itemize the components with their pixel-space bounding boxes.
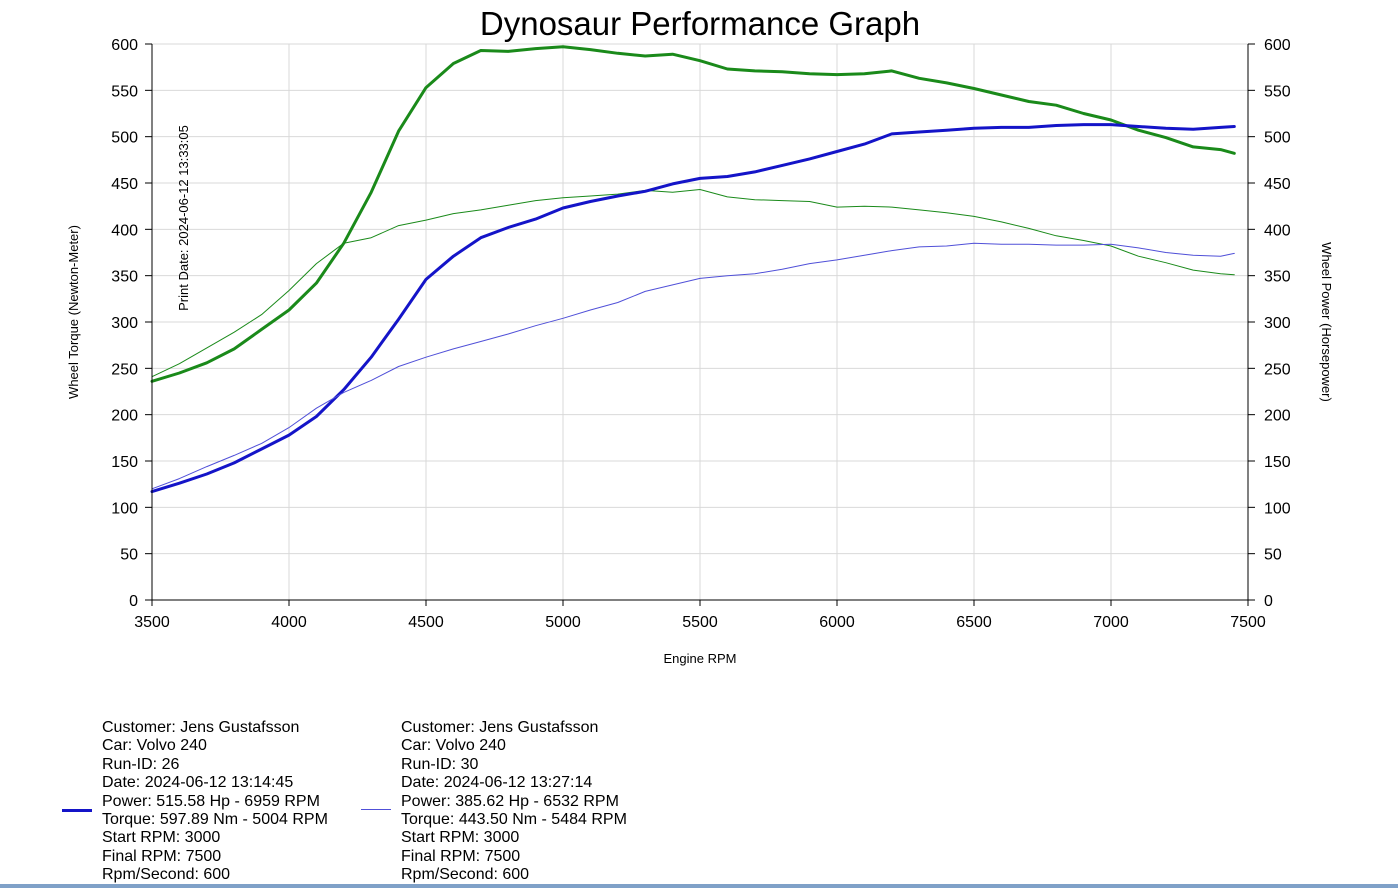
y-tick-label-left: 600 <box>111 37 138 54</box>
window-bottom-edge <box>0 884 1398 888</box>
legend-customer: Customer: Jens Gustafsson <box>102 719 300 736</box>
legend-final-rpm: Final RPM: 7500 <box>401 847 521 865</box>
x-tick-label: 7500 <box>1230 614 1266 631</box>
y-tick-label-left: 400 <box>111 222 138 239</box>
y-tick-label-right: 100 <box>1264 500 1291 517</box>
x-tick-label: 4000 <box>271 614 307 631</box>
x-tick-label: 5500 <box>682 614 718 631</box>
legend-start-rpm: Start RPM: 3000 <box>102 829 221 847</box>
x-tick-label: 6500 <box>956 614 992 631</box>
legend-run-30: Customer: Jens Gustafsson Car: Volvo 240… <box>361 719 627 885</box>
chart-title: Dynosaur Performance Graph <box>480 5 920 42</box>
legend-run-id: Run-ID: 26 <box>102 755 180 773</box>
legend-torque: Torque: 443.50 Nm - 5484 RPM <box>401 811 627 829</box>
y-tick-label-left: 200 <box>111 408 138 425</box>
y-tick-label-right: 350 <box>1264 269 1291 286</box>
x-axis-label: Engine RPM <box>664 651 737 666</box>
grid <box>151 43 1249 601</box>
y-tick-label-right: 400 <box>1264 222 1291 239</box>
y-tick-label-right: 550 <box>1264 83 1291 100</box>
series-line-run-26-power <box>151 189 1235 378</box>
legend-power: Power: 515.58 Hp - 6959 RPM <box>102 792 320 810</box>
legend-car: Car: Volvo 240 <box>401 737 506 755</box>
y-tick-label-right: 0 <box>1264 593 1273 610</box>
y-tick-label-right: 150 <box>1264 454 1291 471</box>
y-tick-label-right: 600 <box>1264 37 1291 54</box>
y-tick-label-right: 450 <box>1264 176 1291 193</box>
y-tick-label-left: 550 <box>111 83 138 100</box>
legend-date: Date: 2024-06-12 13:14:45 <box>102 774 294 792</box>
axes <box>145 43 1255 606</box>
y-tick-label-left: 500 <box>111 130 138 147</box>
print-date: Print Date: 2024-06-12 13:33:05 <box>176 125 191 311</box>
y-tick-label-left: 150 <box>111 454 138 471</box>
y-tick-label-right: 300 <box>1264 315 1291 332</box>
legend-final-rpm: Final RPM: 7500 <box>102 847 222 865</box>
series-lines <box>150 45 1236 494</box>
x-tick-label: 4500 <box>408 614 444 631</box>
legend-power: Power: 385.62 Hp - 6532 RPM <box>401 792 619 810</box>
legend-run-id: Run-ID: 30 <box>401 755 479 773</box>
tick-labels: 0 0 50 50 100 100 150 150 200 200 250 250 300 300 350 3… <box>111 37 1291 631</box>
legend-start-rpm: Start RPM: 3000 <box>401 829 520 847</box>
dyno-chart: Dynosaur Performance Graph 0 0 50 50 100 100 1… <box>66 5 1334 666</box>
x-tick-label: 7000 <box>1093 614 1129 631</box>
y-tick-label-left: 300 <box>111 315 138 332</box>
legend-torque: Torque: 597.89 Nm - 5004 RPM <box>102 811 328 829</box>
series-line-run-30-torque <box>151 242 1235 490</box>
y-axis-label-right: Wheel Power (Horsepower) <box>1319 242 1334 402</box>
x-tick-label: 3500 <box>134 614 170 631</box>
y-tick-label-left: 50 <box>120 547 138 564</box>
y-tick-label-left: 100 <box>111 500 138 517</box>
x-tick-label: 5000 <box>545 614 581 631</box>
legend-swatch-run-26 <box>62 809 92 812</box>
y-tick-label-right: 250 <box>1264 361 1291 378</box>
legend-run-26: Customer: Jens Gustafsson Car: Volvo 240… <box>62 719 328 885</box>
legend-rpm-second: Rpm/Second: 600 <box>102 866 231 884</box>
legend-customer: Customer: Jens Gustafsson <box>401 719 599 736</box>
y-tick-label-left: 450 <box>111 176 138 193</box>
y-axis-label-left: Wheel Torque (Newton-Meter) <box>66 225 81 399</box>
y-tick-label-right: 200 <box>1264 408 1291 425</box>
legend-car: Car: Volvo 240 <box>102 737 207 755</box>
legend-swatch-run-30 <box>361 809 391 810</box>
y-tick-label-right: 500 <box>1264 130 1291 147</box>
x-tick-label: 6000 <box>819 614 855 631</box>
legend-date: Date: 2024-06-12 13:27:14 <box>401 774 593 792</box>
y-tick-label-left: 250 <box>111 361 138 378</box>
y-tick-label-right: 50 <box>1264 547 1282 564</box>
legend-rpm-second: Rpm/Second: 600 <box>401 866 530 884</box>
series-line-run-26-power <box>150 123 1236 494</box>
series-line-run-26-torque <box>150 45 1236 383</box>
y-tick-label-left: 0 <box>129 593 138 610</box>
y-tick-label-left: 350 <box>111 269 138 286</box>
